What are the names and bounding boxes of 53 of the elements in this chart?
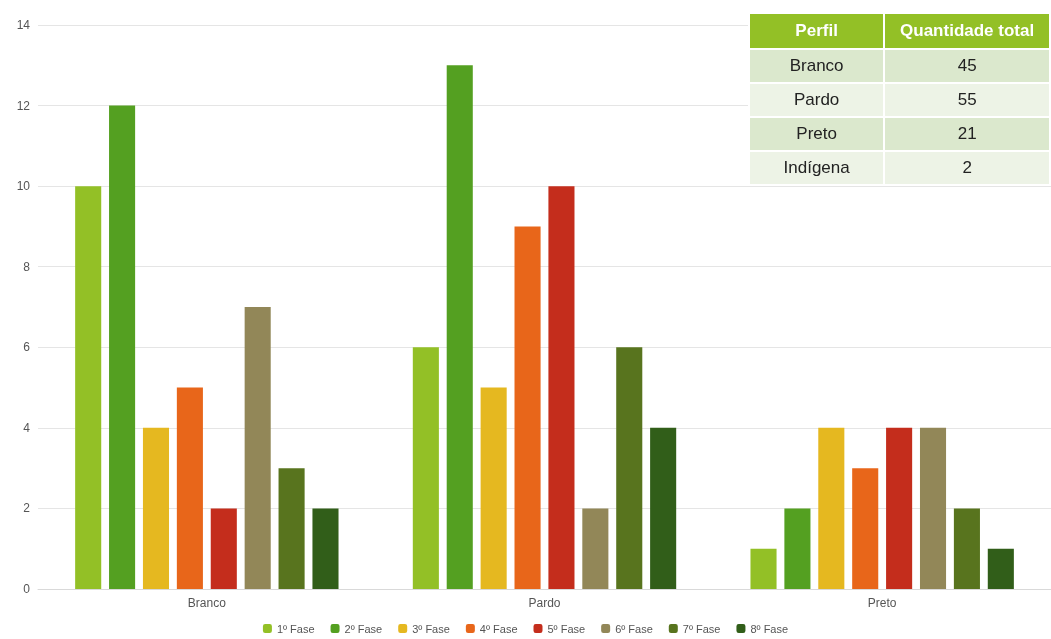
bar — [210, 508, 237, 589]
text: Quantidade total — [884, 13, 1050, 49]
bar — [616, 347, 643, 589]
y-tick-label: 14 — [16, 18, 31, 32]
bar — [446, 65, 473, 589]
bar — [750, 548, 777, 589]
bar — [278, 468, 305, 589]
data-label: 45 — [884, 49, 1050, 83]
legend-label: 7º Fase — [682, 622, 721, 635]
bar — [919, 427, 947, 589]
category-label: Preto — [749, 117, 885, 151]
bar — [480, 387, 507, 589]
bar — [852, 468, 879, 589]
bar — [650, 427, 677, 589]
y-tick-label: 10 — [16, 179, 31, 194]
y-tick-label: 2 — [23, 501, 31, 516]
bar — [514, 226, 541, 589]
x-tick-label: Pardo — [528, 596, 561, 610]
bar — [244, 307, 271, 589]
x-tick-label: Preto — [867, 596, 897, 610]
bar — [548, 186, 575, 589]
category-label: Branco — [749, 49, 885, 83]
category-label: Pardo — [749, 83, 885, 117]
legend-label: 4º Fase — [479, 622, 518, 635]
y-tick-label: 8 — [23, 259, 31, 274]
legend-label: 5º Fase — [547, 622, 586, 635]
legend-label: 3º Fase — [412, 622, 450, 635]
text: Perfil — [749, 13, 885, 49]
legend-label: 6º Fase — [615, 622, 653, 635]
y-tick-label: 12 — [16, 98, 31, 113]
y-tick-label: 4 — [23, 420, 31, 435]
data-label: 21 — [884, 117, 1050, 151]
data-label: 2 — [884, 151, 1050, 185]
bar — [142, 427, 170, 589]
bar — [75, 186, 102, 589]
legend-label: 2º Fase — [344, 622, 383, 635]
bar — [412, 347, 439, 589]
category-label: Indígena — [749, 151, 885, 185]
y-tick-label: 0 — [23, 582, 31, 596]
bar — [176, 387, 203, 589]
bar — [818, 427, 845, 589]
bar — [987, 548, 1014, 589]
bar — [784, 508, 811, 589]
bar — [582, 508, 609, 589]
bar — [886, 427, 913, 589]
legend-label: 1º Fase — [276, 622, 315, 635]
bar — [109, 105, 136, 589]
y-tick-label: 6 — [23, 340, 31, 355]
x-tick-label: Branco — [187, 596, 227, 610]
bar — [312, 508, 339, 589]
legend-label: 8º Fase — [750, 622, 789, 635]
data-label: 55 — [884, 83, 1050, 117]
bar — [953, 508, 980, 589]
